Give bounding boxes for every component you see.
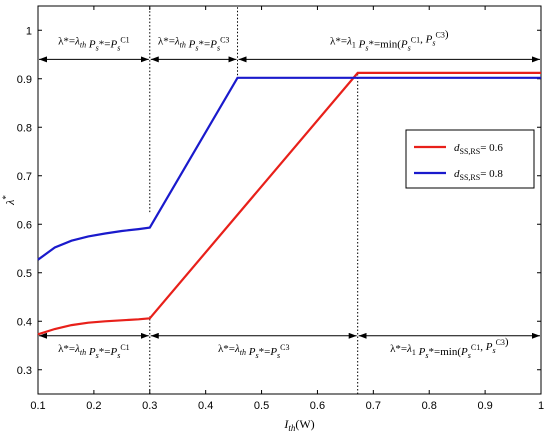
x-tick-label: 0.7	[366, 400, 381, 412]
bottom-annotation-label: λ*=λth Ps*=PsC1	[58, 343, 130, 360]
bottom-annotation-label: λ*=λ1 Ps*=min(PsC1, PsC3)	[390, 336, 509, 360]
legend-label-2: dSS,RS= 0.8	[454, 168, 503, 182]
legend-label-1: dSS,RS= 0.6	[454, 142, 503, 156]
x-tick-label: 0.5	[254, 400, 269, 412]
top-annotation-label: λ*=λth Ps*=PsC3	[158, 35, 230, 52]
y-tick-label: 0.3	[17, 365, 32, 377]
x-tick-label: 1	[538, 400, 544, 412]
x-tick-label: 0.9	[477, 400, 492, 412]
y-tick-label: 0.7	[17, 171, 32, 183]
y-tick-label: 0.5	[17, 268, 32, 280]
y-tick-label: 0.8	[17, 122, 32, 134]
x-axis-label: Ith(W)	[283, 417, 314, 433]
x-tick-label: 0.2	[86, 400, 101, 412]
top-annotation-label: λ*=λ1 Ps*=min(PsC1, PsC3)	[330, 28, 449, 52]
plot-area: 0.1 0.2 0.3 0.4 0.5 0.6 0.7 0.8 0.9 1 0.3 0.4 0.5 0.6…	[1, 5, 544, 433]
x-tick-label: 0.4	[198, 400, 213, 412]
bottom-annotation-label: λ*=λth Ps*=PsC3	[218, 343, 290, 360]
x-tick-label: 0.6	[310, 400, 325, 412]
x-tick-label: 0.8	[422, 400, 437, 412]
plot-frame	[37, 5, 542, 395]
series-line-2	[37, 76, 541, 261]
legend-box	[405, 129, 535, 189]
y-tick-label: 1	[26, 25, 32, 37]
y-tick-label: 0.6	[17, 219, 32, 231]
y-tick-label: 0.9	[17, 74, 32, 86]
x-tick-label: 0.3	[142, 400, 157, 412]
top-annotation-label: λ*=λth Ps*=PsC1	[58, 35, 130, 52]
x-tick-label: 0.1	[30, 400, 45, 412]
series-line-1	[37, 71, 541, 336]
y-tick-label: 0.4	[17, 316, 32, 328]
y-axis-label: λ*	[1, 195, 17, 206]
